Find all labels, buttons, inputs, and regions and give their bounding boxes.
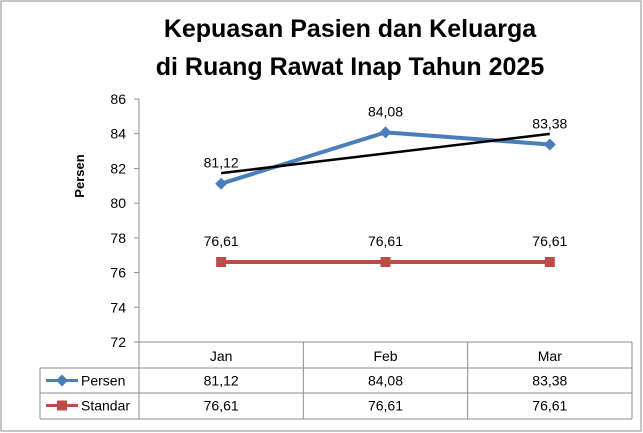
table-cell: 81,12: [204, 373, 239, 389]
data-point: [380, 256, 391, 267]
data-label: 83,38: [532, 115, 567, 131]
y-tick-label: 76: [110, 265, 126, 281]
table-cell: 83,38: [532, 373, 567, 389]
data-point: [544, 256, 555, 267]
y-tick-label: 74: [110, 299, 126, 315]
data-label: 81,12: [204, 155, 239, 171]
y-tick-label: 80: [110, 195, 126, 211]
plot-area: 72 74 76 78 80 82 84 86 Jan Feb Mar Persen 81,12 84,0…: [39, 91, 633, 420]
data-label: 76,61: [532, 233, 567, 249]
data-point: [216, 256, 227, 267]
data-label: 76,61: [204, 233, 239, 249]
data-label: 84,08: [368, 103, 403, 119]
y-tick-label: 86: [110, 91, 126, 107]
table-cell: 84,08: [368, 373, 403, 389]
legend-key-marker: [57, 400, 67, 411]
y-axis-label: Persen: [72, 154, 87, 197]
x-tick-label: Jan: [210, 348, 233, 364]
data-point: [543, 138, 556, 151]
data-point: [215, 177, 228, 190]
chart-subtitle: di Ruang Rawat Inap Tahun 2025: [156, 53, 545, 81]
legend-key-marker: [56, 374, 68, 387]
legend-label: Persen: [81, 373, 125, 389]
data-point: [379, 126, 392, 139]
data-label: 76,61: [368, 233, 403, 249]
trendline: [221, 132, 550, 175]
y-tick-label: 72: [110, 334, 126, 350]
x-tick-label: Mar: [538, 348, 562, 364]
chart-title: Kepuasan Pasien dan Keluarga: [164, 15, 537, 43]
y-tick-label: 78: [110, 230, 126, 246]
x-tick-label: Feb: [373, 348, 397, 364]
table-cell: 76,61: [368, 398, 403, 414]
table-cell: 76,61: [204, 398, 239, 414]
legend-label: Standar: [81, 398, 130, 414]
table-cell: 76,61: [532, 398, 567, 414]
y-tick-label: 84: [110, 126, 126, 142]
y-tick-label: 82: [110, 160, 126, 176]
